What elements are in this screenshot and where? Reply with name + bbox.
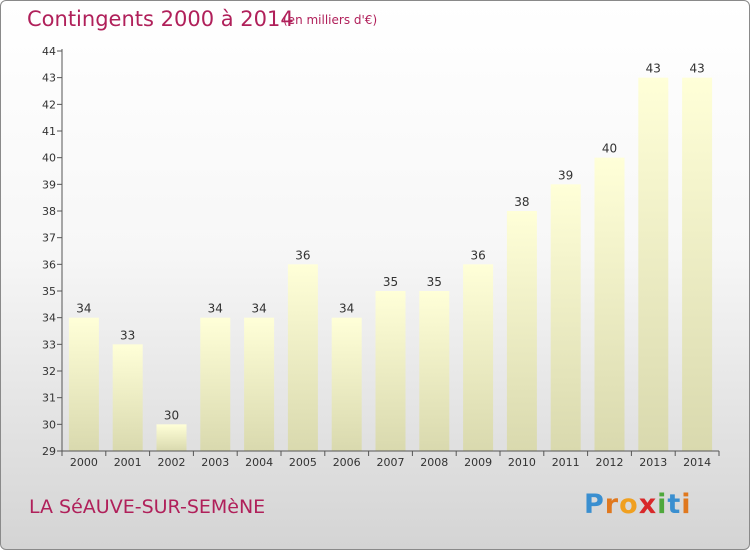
logo-letter: o bbox=[619, 489, 639, 520]
logo-letter: P bbox=[584, 489, 605, 520]
bar-2002 bbox=[156, 424, 187, 451]
x-tick-label-2010: 2010 bbox=[508, 456, 536, 469]
y-tick-label: 29 bbox=[42, 445, 56, 458]
y-tick-label: 34 bbox=[42, 312, 56, 325]
bar-2006 bbox=[331, 317, 362, 451]
x-tick-label-2002: 2002 bbox=[158, 456, 186, 469]
value-label-2001: 33 bbox=[120, 328, 135, 342]
bar-2001 bbox=[112, 344, 143, 451]
y-tick-label: 40 bbox=[42, 152, 56, 165]
x-tick-label-2013: 2013 bbox=[639, 456, 667, 469]
value-label-2002: 30 bbox=[164, 408, 179, 422]
value-label-2014: 43 bbox=[689, 62, 704, 76]
x-tick-label-2005: 2005 bbox=[289, 456, 317, 469]
y-tick-label: 43 bbox=[42, 72, 56, 85]
bar-2008 bbox=[419, 291, 450, 451]
x-tick-label-2012: 2012 bbox=[596, 456, 624, 469]
value-label-2013: 43 bbox=[646, 62, 661, 76]
value-label-2009: 36 bbox=[470, 248, 485, 262]
y-tick-label: 39 bbox=[42, 178, 56, 191]
y-tick-label: 42 bbox=[42, 98, 56, 111]
bars: 34 33 30 34 34 36 34 35 35 36 38 39 40 43 43 bbox=[68, 62, 713, 452]
bar-2013 bbox=[638, 77, 669, 452]
value-label-2012: 40 bbox=[602, 142, 617, 156]
x-tick-label-2011: 2011 bbox=[552, 456, 580, 469]
x-tick-label-2008: 2008 bbox=[420, 456, 448, 469]
logo-letter: i bbox=[681, 489, 692, 520]
bar-2011 bbox=[550, 184, 581, 452]
y-tick-label: 44 bbox=[42, 45, 56, 58]
bar-2005 bbox=[287, 264, 318, 451]
y-axis: 29 30 31 32 33 34 35 36 37 38 39 40 41 42 43 44 bbox=[42, 45, 63, 458]
y-tick-label: 38 bbox=[42, 205, 56, 218]
logo-letter: i bbox=[657, 489, 668, 520]
bar-2010 bbox=[506, 211, 537, 451]
value-label-2003: 34 bbox=[208, 302, 223, 316]
value-label-2008: 35 bbox=[427, 275, 442, 289]
y-tick-label: 37 bbox=[42, 232, 56, 245]
x-tick-label-2006: 2006 bbox=[333, 456, 361, 469]
x-tick-label-2007: 2007 bbox=[377, 456, 405, 469]
value-label-2000: 34 bbox=[76, 302, 91, 316]
value-label-2011: 39 bbox=[558, 168, 573, 182]
x-tick-label-2004: 2004 bbox=[245, 456, 273, 469]
x-axis: 2000 2001 2002 2003 2004 2005 2006 2007 2008 2009… bbox=[61, 450, 720, 469]
x-tick-label-2001: 2001 bbox=[114, 456, 142, 469]
value-label-2006: 34 bbox=[339, 302, 354, 316]
proxiti-logo: Proxiti bbox=[584, 489, 692, 520]
bar-2014 bbox=[682, 77, 713, 452]
y-tick-label: 36 bbox=[42, 258, 56, 271]
y-tick-label: 30 bbox=[42, 418, 56, 431]
bar-2012 bbox=[594, 157, 625, 451]
bar-2003 bbox=[200, 317, 231, 451]
value-label-2004: 34 bbox=[251, 302, 266, 316]
logo-letter: t bbox=[667, 489, 682, 520]
y-tick-label: 41 bbox=[42, 125, 56, 138]
y-tick-label: 33 bbox=[42, 338, 56, 351]
x-tick-label-2003: 2003 bbox=[201, 456, 229, 469]
chart-title: Contingents 2000 à 2014 bbox=[27, 7, 294, 31]
bar-2007 bbox=[375, 291, 406, 451]
logo-letter: r bbox=[604, 489, 620, 520]
bar-2000 bbox=[68, 317, 99, 451]
bar-2009 bbox=[463, 264, 494, 451]
value-label-2010: 38 bbox=[514, 195, 529, 209]
x-tick-label-2000: 2000 bbox=[70, 456, 98, 469]
y-tick-label: 32 bbox=[42, 365, 56, 378]
town-name: LA SéAUVE-SUR-SEMèNE bbox=[29, 496, 266, 518]
value-label-2005: 36 bbox=[295, 248, 310, 262]
y-tick-label: 35 bbox=[42, 285, 56, 298]
y-tick-label: 31 bbox=[42, 392, 56, 405]
x-tick-label-2014: 2014 bbox=[683, 456, 711, 469]
bar-2004 bbox=[244, 317, 275, 451]
chart-subtitle: (en milliers d'€) bbox=[283, 13, 378, 27]
logo-letter: x bbox=[638, 489, 658, 520]
x-tick-label-2009: 2009 bbox=[464, 456, 492, 469]
value-label-2007: 35 bbox=[383, 275, 398, 289]
